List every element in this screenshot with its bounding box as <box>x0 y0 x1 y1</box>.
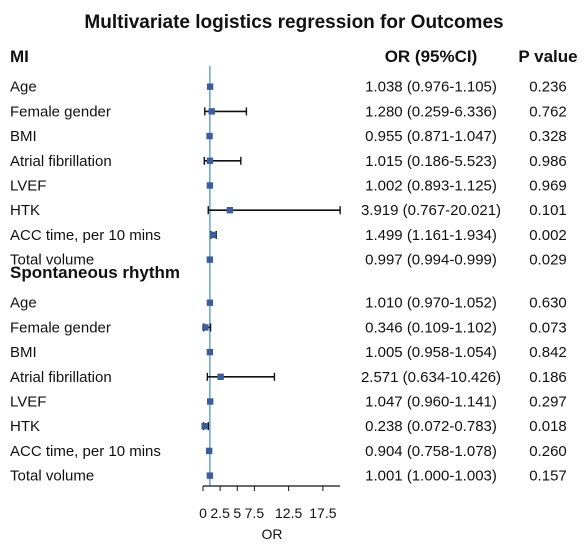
p-value: 0.157 <box>529 468 567 485</box>
row-label: Total volume <box>10 252 94 269</box>
x-tick-label: 7.5 <box>245 505 265 521</box>
row-label: BMI <box>10 344 37 361</box>
row-label: LVEF <box>10 394 46 411</box>
x-axis: 0 2.5 5 7.5 12.5 17.5 <box>199 485 340 521</box>
row-label: ACC time, per 10 mins <box>10 443 161 460</box>
x-axis-label: OR <box>262 526 283 542</box>
x-tick-label: 12.5 <box>275 505 302 521</box>
row-label: Total volume <box>10 468 94 485</box>
or-point <box>210 231 217 239</box>
or-point <box>206 472 214 479</box>
p-value: 0.236 <box>529 79 567 96</box>
or-point <box>206 182 214 189</box>
p-value: 0.073 <box>529 319 567 336</box>
or-point <box>206 348 214 356</box>
p-value: 0.260 <box>529 443 567 460</box>
row-label: ACC time, per 10 mins <box>10 227 161 244</box>
p-value: 0.842 <box>529 344 567 361</box>
or-point <box>202 324 209 331</box>
x-tick-label: 5 <box>233 505 241 521</box>
row-label: Female gender <box>10 319 111 336</box>
or-ci-value: 2.571 (0.634-10.426) <box>361 369 501 386</box>
or-ci-column-header: OR (95%CI) <box>385 47 478 66</box>
or-ci-value: 3.919 (0.767-20.021) <box>361 202 501 219</box>
or-ci-value: 0.904 (0.758-1.078) <box>365 443 497 460</box>
x-tick-label: 17.5 <box>309 505 336 521</box>
p-value: 0.762 <box>529 103 567 120</box>
or-point <box>206 83 214 90</box>
p-value: 0.186 <box>529 369 567 386</box>
or-ci-value: 1.047 (0.960-1.141) <box>365 394 497 411</box>
p-value-column-header: P value <box>518 47 577 66</box>
p-value: 0.969 <box>529 178 567 195</box>
row-label: LVEF <box>10 178 46 195</box>
or-ci-value: 0.997 (0.994-0.999) <box>365 252 497 269</box>
or-ci-value: 1.280 (0.259-6.336) <box>365 103 497 120</box>
group-heading: MI <box>10 47 29 66</box>
row-label: HTK <box>10 418 40 435</box>
plot-rows: MI Age 1.038 (0.976-1.105) 0.236 Female gend… <box>10 47 567 486</box>
p-value: 0.029 <box>529 252 567 269</box>
row-label: Age <box>10 295 37 312</box>
row-label: Female gender <box>10 103 111 120</box>
or-ci-value: 1.038 (0.976-1.105) <box>365 79 497 96</box>
or-ci-value: 0.955 (0.871-1.047) <box>365 128 497 145</box>
chart-title: Multivariate logistics regression for Ou… <box>84 12 503 33</box>
or-ci-value: 1.005 (0.958-1.054) <box>365 344 497 361</box>
or-point <box>206 299 214 306</box>
p-value: 0.002 <box>529 227 567 244</box>
or-ci-value: 1.010 (0.970-1.052) <box>365 295 497 312</box>
p-value: 0.986 <box>529 153 567 170</box>
group-heading: Spontaneous rhythm <box>10 263 180 282</box>
or-point <box>205 447 213 455</box>
or-point <box>226 207 234 214</box>
x-tick-label: 2.5 <box>210 505 230 521</box>
or-ci-value: 1.002 (0.893-1.125) <box>365 178 497 195</box>
or-point <box>208 108 215 115</box>
or-point <box>206 398 214 405</box>
row-label: BMI <box>10 128 37 145</box>
or-ci-value: 0.346 (0.109-1.102) <box>365 319 497 336</box>
p-value: 0.018 <box>529 418 567 435</box>
row-label: HTK <box>10 202 40 219</box>
or-point <box>217 373 224 380</box>
p-value: 0.101 <box>529 202 567 219</box>
or-point <box>201 423 208 430</box>
or-point <box>206 157 214 164</box>
or-point <box>206 132 213 140</box>
or-ci-value: 1.001 (1.000-1.003) <box>365 468 497 485</box>
p-value: 0.328 <box>529 128 567 145</box>
row-label: Atrial fibrillation <box>10 153 112 170</box>
x-tick-label: 0 <box>199 505 207 521</box>
or-ci-value: 1.015 (0.186-5.523) <box>365 153 497 170</box>
row-label: Atrial fibrillation <box>10 369 112 386</box>
or-point <box>206 256 214 263</box>
or-ci-value: 1.499 (1.161-1.934) <box>365 227 497 244</box>
or-ci-value: 0.238 (0.072-0.783) <box>365 418 497 435</box>
p-value: 0.297 <box>529 394 567 411</box>
p-value: 0.630 <box>529 295 567 312</box>
row-label: Age <box>10 79 37 96</box>
